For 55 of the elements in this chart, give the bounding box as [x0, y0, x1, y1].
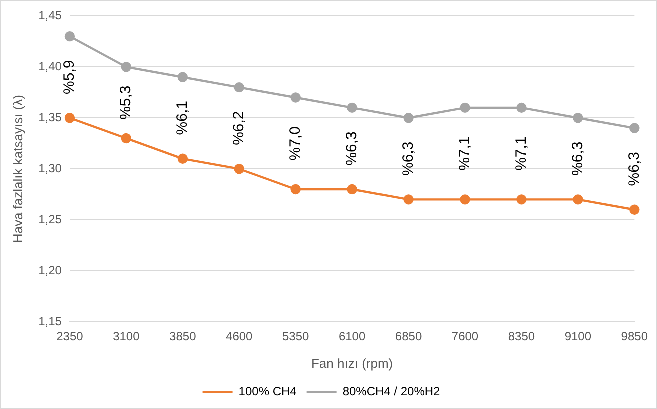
point — [234, 164, 244, 174]
point — [64, 31, 76, 42]
x-tick-label: 7600 — [452, 330, 479, 344]
annotation: %6,3 — [569, 142, 586, 176]
y-tick-label: 1,40 — [38, 59, 62, 74]
x-tick-label: 9100 — [564, 330, 592, 344]
x-tick-label: 3850 — [170, 330, 197, 344]
point — [121, 133, 132, 144]
x-tick-label: 6850 — [395, 330, 422, 344]
y-tick-label: 1,20 — [38, 263, 62, 278]
annotation: %5,3 — [118, 86, 135, 120]
point — [290, 92, 301, 103]
annotation: %7,1 — [512, 136, 530, 171]
point — [404, 113, 414, 124]
point — [121, 62, 132, 72]
x-tick-label: 3100 — [113, 330, 140, 344]
x-tick-label: 6100 — [338, 330, 366, 344]
annotation: %7,0 — [286, 126, 304, 161]
point — [630, 204, 640, 215]
y-axis-title: Hava fazlalık katsayısı (λ) — [10, 95, 26, 244]
point — [404, 194, 414, 205]
point — [290, 184, 301, 195]
point — [460, 102, 470, 114]
point — [234, 82, 244, 93]
annotation: %6,3 — [400, 142, 417, 176]
point — [573, 113, 584, 124]
x-tick-label: 2350 — [56, 330, 84, 344]
point — [347, 102, 358, 114]
point — [630, 123, 640, 134]
point — [573, 194, 584, 205]
annotation: %6,3 — [343, 132, 360, 166]
x-tick-label: 8350 — [508, 330, 536, 344]
legend-label: 100% CH4 — [238, 384, 298, 398]
annotation: %6,1 — [174, 101, 192, 136]
x-tick-label: 5350 — [282, 330, 310, 344]
y-tick-label: 1,15 — [38, 314, 62, 328]
y-tick-label: 1,30 — [38, 161, 62, 176]
annotation: %7,1 — [456, 136, 474, 171]
annotation: %6,3 — [626, 152, 643, 186]
x-axis-title: Fan hızı (rpm) — [311, 356, 394, 371]
point — [460, 194, 470, 205]
point — [178, 72, 188, 82]
point — [64, 113, 76, 124]
annotation: %6,2 — [230, 111, 248, 146]
y-tick-label: 1,45 — [38, 8, 62, 23]
point — [347, 184, 358, 195]
point — [516, 102, 527, 114]
x-tick-label: 9850 — [621, 330, 648, 344]
y-tick-label: 1,35 — [38, 110, 62, 124]
x-tick-label: 4600 — [226, 330, 254, 344]
annotation: %5,9 — [61, 60, 78, 94]
point — [516, 194, 527, 205]
y-tick-label: 1,25 — [38, 212, 62, 226]
point — [178, 154, 188, 164]
legend-label: 80%CH4 / 20%H2 — [342, 384, 441, 398]
